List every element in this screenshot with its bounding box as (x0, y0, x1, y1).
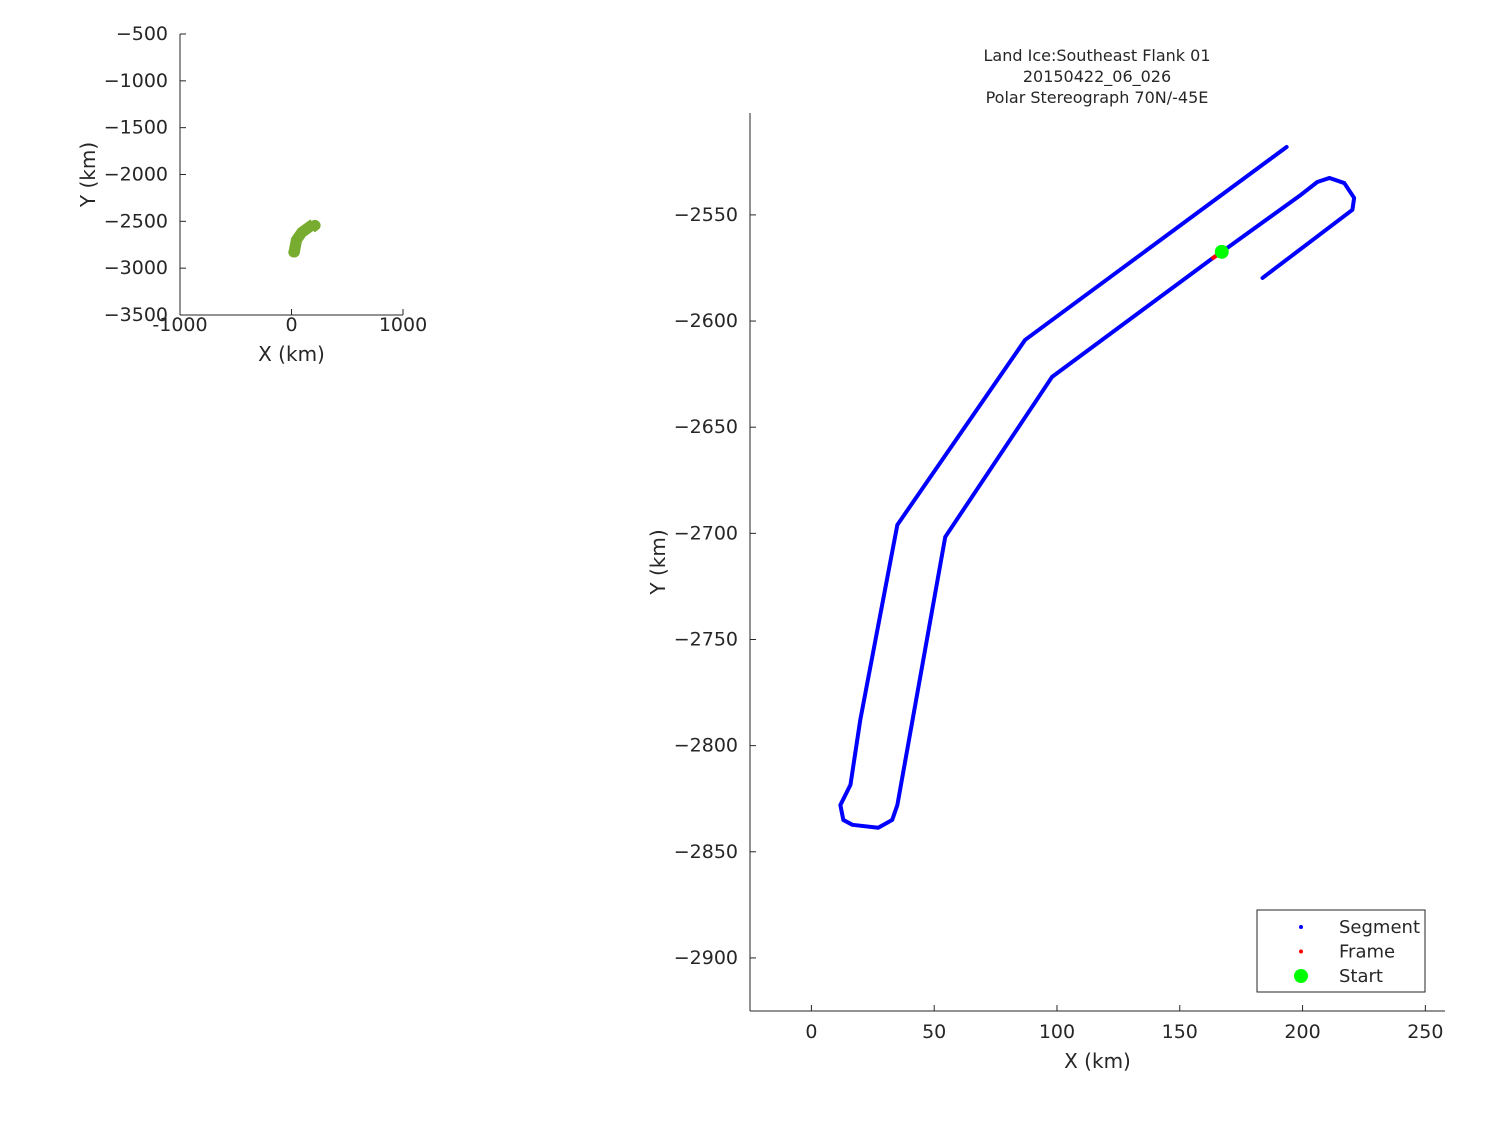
y-tick-label: −2750 (674, 628, 738, 650)
x-tick-label: 50 (922, 1021, 946, 1043)
y-tick-label: −1500 (104, 117, 168, 139)
axes-1: 0 50 100 150 200 250 −2550 −2600 −2650 −2700 −2750… (646, 46, 1445, 1073)
chart-title-line: 20150422_06_026 (1023, 67, 1171, 87)
legend: Segment Frame Start (1256, 909, 1426, 993)
y-tick-label: −2900 (674, 947, 738, 969)
x-axis-label: X (km) (1064, 1049, 1131, 1073)
y-tick-label: −2600 (674, 310, 738, 332)
x-axis-label: X (km) (258, 342, 325, 366)
y-tick-label: −2700 (674, 522, 738, 544)
x-tick-label: 250 (1407, 1021, 1443, 1043)
y-tick-label: −500 (116, 23, 168, 45)
y-axis-label: Y (km) (76, 142, 100, 208)
start-marker (1214, 244, 1229, 259)
y-tick-label: −2000 (104, 164, 168, 186)
legend-marker-start (1294, 969, 1308, 983)
y-tick-label: −2500 (104, 210, 168, 232)
axes-0: -1000 0 1000 −500 −1000 −1500 −2000 −2500 −3000 −… (76, 23, 427, 366)
y-tick-label: −2650 (674, 416, 738, 438)
y-axis-label: Y (km) (646, 529, 670, 595)
x-tick-label: 1000 (379, 314, 427, 336)
segment-line (838, 144, 1357, 830)
y-tick-label: −1000 (104, 70, 168, 92)
legend-label: Frame (1339, 942, 1395, 963)
chart-title-line: Polar Stereograph 70N/-45E (986, 88, 1209, 107)
legend-label: Start (1339, 966, 1383, 987)
y-tick-label: −3500 (104, 304, 168, 326)
y-tick-label: −2850 (674, 841, 738, 863)
x-tick-label: -1000 (152, 314, 207, 336)
legend-box (1256, 909, 1426, 993)
x-tick-label: 100 (1039, 1021, 1075, 1043)
x-tick-label: 0 (285, 314, 297, 336)
x-tick-label: 200 (1284, 1021, 1320, 1043)
x-tick-label: 0 (805, 1021, 817, 1043)
legend-label: Segment (1339, 917, 1420, 938)
y-tick-label: −3000 (104, 257, 168, 279)
legend-marker-frame (1299, 949, 1303, 954)
y-tick-label: −2800 (674, 735, 738, 757)
chart-title-line: Land Ice:Southeast Flank 01 (984, 46, 1211, 65)
y-tick-label: −2550 (674, 204, 738, 226)
legend-marker-segment (1299, 925, 1303, 929)
overview-track-line (288, 219, 321, 258)
x-tick-label: 150 (1162, 1021, 1198, 1043)
